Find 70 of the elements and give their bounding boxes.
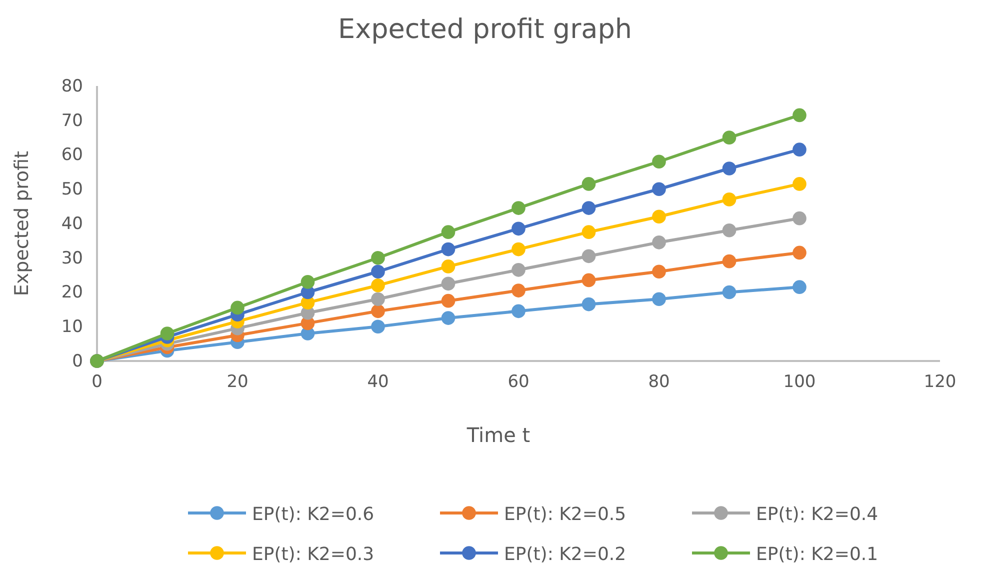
point — [792, 142, 806, 156]
point — [582, 273, 596, 288]
point — [441, 242, 456, 256]
point — [582, 249, 596, 264]
point — [441, 260, 456, 274]
point — [722, 223, 736, 238]
point — [652, 210, 666, 224]
point — [371, 264, 385, 279]
point — [792, 280, 806, 294]
y-tick-label: 10 — [61, 317, 83, 338]
point — [512, 263, 526, 277]
legend-label: EP(t): K2=0.6 — [252, 504, 374, 525]
point — [652, 182, 666, 196]
point — [441, 311, 456, 325]
point — [652, 292, 666, 306]
point — [300, 275, 315, 289]
point — [722, 254, 736, 268]
point — [441, 225, 456, 239]
point — [371, 292, 385, 306]
legend-label: EP(t): K2=0.2 — [504, 544, 626, 565]
point — [722, 130, 736, 144]
y-tick-label: 20 — [61, 282, 83, 303]
y-tick-label: 70 — [61, 110, 83, 131]
point — [371, 320, 385, 334]
y-tick-label: 30 — [61, 248, 83, 268]
point — [160, 326, 174, 340]
point — [582, 177, 596, 191]
legend-label: EP(t): K2=0.4 — [756, 504, 878, 525]
point — [371, 304, 385, 318]
point — [792, 246, 806, 260]
legend-label: EP(t): K2=0.1 — [756, 544, 878, 565]
point — [230, 300, 244, 315]
y-tick-label: 60 — [61, 145, 83, 166]
x-tick-label: 80 — [648, 372, 670, 392]
y-tick-label: 0 — [72, 351, 83, 372]
y-tick-label: 80 — [61, 76, 83, 96]
point — [371, 278, 385, 292]
point — [722, 285, 736, 300]
point — [722, 162, 736, 176]
x-axis-title: Time t — [466, 423, 530, 447]
point — [792, 108, 806, 122]
x-tick-label: 40 — [367, 372, 389, 392]
point — [512, 304, 526, 318]
point — [441, 276, 456, 291]
point — [512, 201, 526, 215]
point — [582, 201, 596, 215]
point — [652, 264, 666, 279]
x-tick-label: 20 — [226, 372, 248, 392]
point — [722, 192, 736, 206]
point — [792, 177, 806, 191]
chart-title: Expected profit graph — [338, 14, 632, 45]
x-tick-label: 120 — [924, 372, 956, 392]
point — [512, 284, 526, 298]
point — [582, 297, 596, 312]
y-tick-label: 40 — [61, 214, 83, 234]
x-tick-label: 100 — [783, 372, 816, 392]
y-axis-title: Expected profit — [11, 150, 33, 296]
y-tick-label: 50 — [61, 180, 83, 200]
legend-label: EP(t): K2=0.3 — [252, 544, 374, 565]
point — [371, 250, 385, 265]
point — [512, 222, 526, 236]
point — [441, 294, 456, 308]
x-tick-label: 60 — [508, 372, 530, 392]
point — [652, 154, 666, 169]
point — [582, 225, 596, 239]
point — [512, 242, 526, 256]
legend-label: EP(t): K2=0.5 — [504, 504, 626, 525]
x-tick-label: 0 — [92, 372, 102, 392]
point — [652, 236, 666, 250]
point — [792, 211, 806, 226]
